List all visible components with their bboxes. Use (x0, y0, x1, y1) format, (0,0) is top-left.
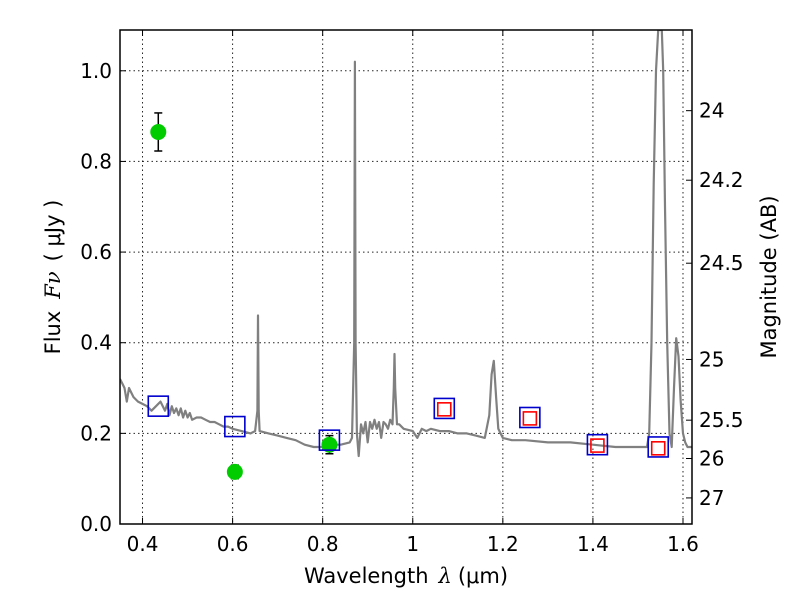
blue-square-marker (147, 395, 170, 417)
x-tick-label: 1 (406, 532, 419, 556)
y-axis-label: Flux Fν ( μJy ) (41, 200, 65, 355)
red-square-marker (650, 441, 666, 456)
mag-tick-label: 27 (699, 486, 724, 510)
plot-area (120, 30, 692, 480)
red-square-marker (522, 411, 538, 426)
mag-tick-label: 24.5 (699, 251, 744, 275)
blue-square-marker (224, 415, 246, 438)
y-axis-label-unit: ( μJy ) (41, 200, 65, 262)
mag-tick-label: 25 (699, 347, 724, 371)
x-axis-label-lambda: λ (438, 564, 452, 588)
axis-ticks: 0.4 0.6 0.8 1 1.2 1.4 1.6 0.0 0.2 0.4 0.6 0.8 1.0 24 2… (80, 30, 744, 556)
y-axis-label-symbol: Fν (41, 271, 65, 300)
y-tick-label: 1.0 (80, 59, 112, 83)
y-tick-label: 0.8 (80, 149, 112, 173)
y-tick-label: 0.2 (80, 421, 112, 445)
blue-square-marker (318, 429, 341, 451)
x-axis-label: Wavelength λ (μm) (304, 564, 508, 588)
x-tick-label: 1.6 (667, 532, 699, 556)
plot-background (120, 30, 692, 524)
mag-tick-label: 25.5 (699, 408, 744, 432)
y-tick-label: 0.4 (80, 331, 112, 355)
x-tick-label: 0.8 (307, 532, 339, 556)
red-square-marker (590, 438, 605, 453)
blue-square-marker (433, 397, 456, 420)
blue-square-marker (519, 406, 541, 429)
red-square-marker (436, 402, 452, 417)
observed-flux-point (150, 123, 167, 140)
x-tick-label: 0.6 (217, 532, 249, 556)
mag-tick-label: 24.2 (699, 168, 744, 192)
mag-tick-label: 26 (699, 446, 724, 470)
x-tick-label: 0.4 (127, 532, 159, 556)
y-tick-label: 0.6 (80, 240, 112, 264)
x-axis-label-unit: (μm) (458, 564, 508, 588)
x-tick-label: 1.4 (577, 532, 609, 556)
blue-square-marker (647, 436, 670, 458)
observed-flux-point (226, 463, 243, 480)
x-tick-label: 1.2 (487, 532, 519, 556)
plot-frame (119, 29, 693, 525)
x-axis-label-prefix: Wavelength (304, 564, 429, 588)
blue-square-marker (586, 433, 609, 456)
y-axis-label-prefix: Flux (41, 311, 65, 355)
observed-flux-point (321, 436, 338, 453)
y2-axis-label: Magnitude (AB) (757, 195, 781, 358)
y-tick-label: 0.0 (80, 512, 112, 536)
mag-tick-label: 24 (699, 99, 724, 123)
